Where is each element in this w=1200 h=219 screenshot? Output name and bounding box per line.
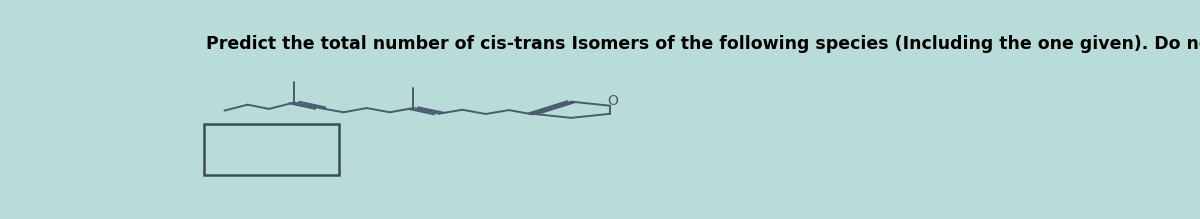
Text: Predict the total number of cis-trans Isomers of the following species (Includin: Predict the total number of cis-trans Is… — [206, 35, 1200, 53]
Text: O: O — [607, 94, 618, 108]
Bar — [204, 124, 338, 175]
